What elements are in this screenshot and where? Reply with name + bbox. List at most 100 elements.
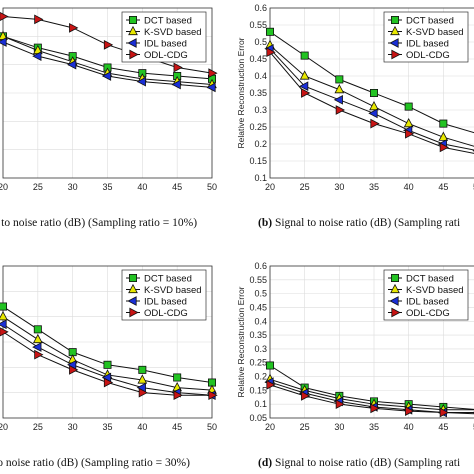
y-tick-label: 0.55 [249, 275, 267, 285]
plot-frame [269, 265, 474, 419]
data-point [403, 117, 414, 128]
data-point [103, 360, 112, 369]
legend-label: ODL-CDG [144, 308, 188, 319]
chart-panel-d: 20 25 30 35 40 45 50 0.05 0.1 0.15 0.2 0.25 0.3 0.35 0… [236, 261, 474, 469]
y-tick-label: 0.25 [249, 358, 267, 368]
data-point [171, 79, 181, 90]
x-tick-label: 25 [300, 422, 310, 432]
legend-label: IDL based [406, 297, 449, 308]
data-point [32, 51, 42, 62]
x-tick-label: 30 [334, 182, 344, 192]
caption-text: l to noise ratio (dB) (Sampling ratio = … [0, 457, 190, 469]
y-tick-label: 0.6 [254, 261, 267, 271]
y-tick-label: 0.6 [254, 3, 267, 13]
data-point [299, 70, 310, 80]
x-tick-label: 25 [33, 422, 43, 432]
legend-label: DCT based [144, 274, 192, 285]
caption: (b) Signal to noise ratio (dB) (Sampling… [258, 217, 460, 229]
data-point [101, 71, 112, 81]
data-point [266, 47, 276, 58]
data-point [334, 83, 345, 94]
data-point [369, 89, 378, 98]
legend-marker [391, 307, 401, 318]
caption: l to noise ratio (dB) (Sampling ratio = … [0, 457, 190, 469]
data-point [34, 349, 44, 360]
data-point [0, 37, 7, 47]
data-point [137, 374, 148, 384]
y-tick-label: 0.1 [254, 399, 267, 409]
data-point [173, 62, 183, 73]
data-point [335, 399, 345, 410]
legend-label: DCT based [406, 16, 454, 27]
legend-marker [128, 273, 137, 282]
legend-label: IDL based [144, 297, 187, 308]
data-point [32, 333, 43, 344]
y-tick-label: 0.5 [254, 37, 267, 47]
y-tick-label: 0.15 [249, 156, 267, 166]
data-point [103, 39, 114, 50]
x-tick-label: 20 [265, 422, 275, 432]
x-tick-label: 45 [438, 422, 448, 432]
y-tick-label: 0.25 [249, 122, 267, 132]
data-point [368, 108, 378, 119]
x-tick-label: 45 [438, 182, 448, 192]
legend-label: ODL-CDG [406, 50, 450, 61]
x-tick-label: 35 [102, 422, 112, 432]
y-tick-label: 0.1 [254, 173, 267, 183]
caption-text: Signal to noise ratio (dB) (Sampling rat… [275, 457, 460, 469]
y-tick-label: 0.55 [249, 20, 267, 30]
x-tick-label: 45 [172, 422, 182, 432]
legend-marker [391, 49, 401, 60]
legend-marker [128, 15, 137, 24]
legend-marker [390, 25, 400, 36]
data-point [69, 22, 79, 33]
data-point [208, 68, 218, 79]
data-point [370, 118, 380, 129]
data-point [439, 119, 448, 128]
y-tick-label: 0.2 [254, 372, 267, 382]
data-point [404, 102, 413, 111]
data-point [335, 75, 344, 84]
data-point [208, 390, 218, 401]
y-tick-label: 0.2 [254, 139, 267, 149]
y-tick-label: 0.45 [249, 54, 267, 64]
data-point [173, 390, 183, 401]
data-point [0, 319, 7, 330]
data-point [369, 100, 379, 111]
data-point [299, 81, 309, 92]
legend-marker [129, 49, 139, 60]
x-tick-label: 40 [137, 182, 147, 192]
legend-marker [389, 38, 399, 48]
plot-frame [269, 7, 474, 179]
legend-marker [129, 307, 139, 318]
data-point [265, 27, 274, 36]
x-tick-label: 35 [369, 422, 379, 432]
y-tick-label: 0.15 [249, 385, 267, 395]
x-tick-label: 20 [0, 422, 8, 432]
y-tick-label: 0.35 [249, 88, 267, 98]
legend-marker [390, 273, 399, 282]
caption: (d) Signal to noise ratio (dB) (Sampling… [258, 457, 460, 469]
x-tick-label: 20 [0, 182, 8, 192]
legend-label: IDL based [144, 39, 187, 50]
data-point [405, 128, 415, 139]
data-point [138, 387, 148, 398]
plot-frame [2, 265, 213, 419]
legend-label: K-SVD based [144, 285, 202, 296]
legend-label: K-SVD based [144, 27, 202, 38]
data-point [405, 406, 415, 416]
chart-panel-b: 20 25 30 35 40 45 50 0.1 0.15 0.2 0.25 0.3 0.35 0.4 0.… [236, 3, 474, 229]
legend-marker [128, 283, 138, 294]
x-tick-label: 40 [404, 182, 414, 192]
data-point [173, 373, 182, 382]
x-tick-label: 30 [68, 182, 78, 192]
y-tick-label: 0.3 [254, 105, 267, 115]
data-point [333, 94, 343, 105]
data-point [335, 105, 345, 115]
x-tick-label: 40 [404, 422, 414, 432]
caption-label: (d) [258, 457, 275, 469]
y-axis-label: Relative Reconstruction Error [236, 286, 246, 397]
y-tick-label: 0.4 [254, 316, 267, 326]
